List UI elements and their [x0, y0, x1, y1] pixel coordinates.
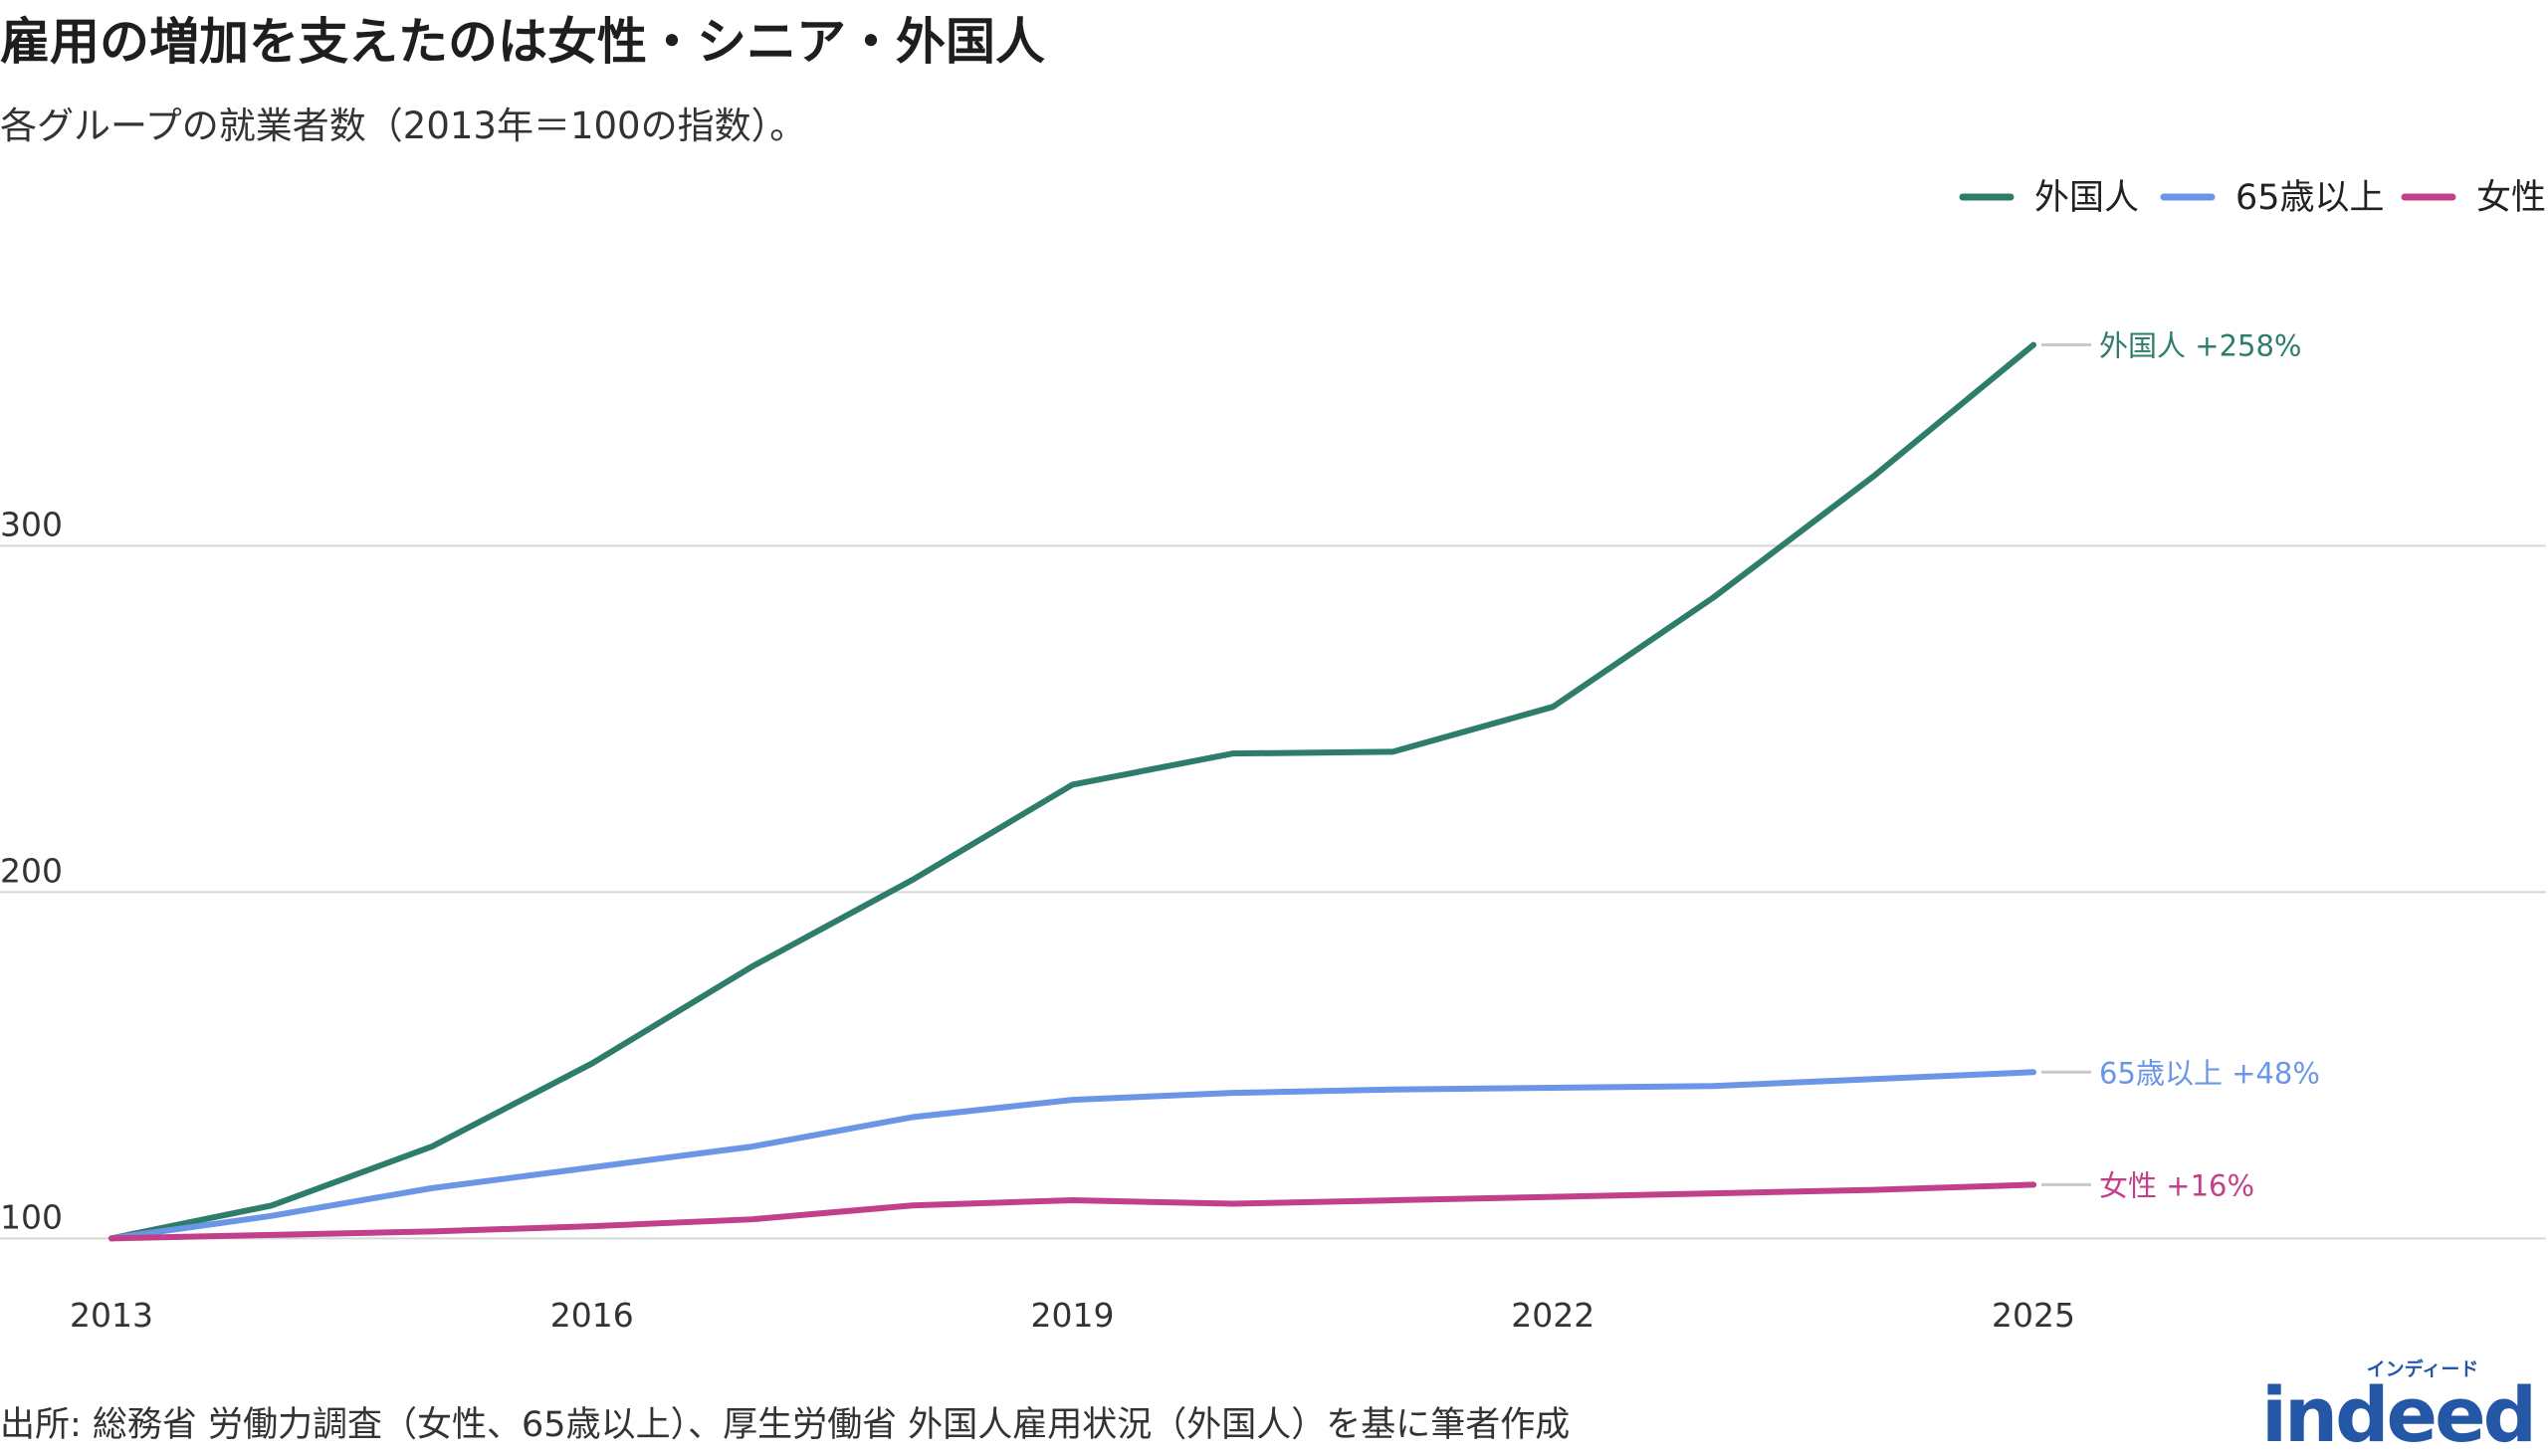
x-tick-label: 2025	[1992, 1296, 2075, 1335]
series-end-label: 女性 +16%	[2099, 1168, 2254, 1202]
x-tick-label: 2013	[70, 1296, 153, 1335]
legend-label: 65歳以上	[2235, 178, 2385, 218]
chart-subtitle: 各グループの就業者数（2013年＝100の指数）。	[0, 104, 807, 147]
x-tick-label: 2022	[1511, 1296, 1594, 1335]
legend-label: 外国人	[2034, 178, 2139, 218]
logo-wordmark: indeed	[2261, 1370, 2534, 1453]
y-tick-label: 100	[0, 1197, 63, 1236]
series-end-label: 65歳以上 +48%	[2099, 1056, 2320, 1090]
series-line	[108, 341, 2037, 1242]
y-tick-label: 300	[0, 505, 63, 543]
source-note: 出所: 総務省 労働力調査（女性、65歳以上）、厚生労働省 外国人雇用状況（外国…	[0, 1405, 1571, 1445]
chart-title: 雇用の増加を支えたのは女性・シニア・外国人	[0, 13, 1045, 71]
x-tick-label: 2019	[1031, 1296, 1115, 1335]
y-tick-label: 200	[0, 851, 63, 890]
legend-label: 女性	[2476, 178, 2546, 218]
x-tick-label: 2016	[550, 1296, 634, 1335]
series-line	[108, 1069, 2037, 1242]
series-end-label: 外国人 +258%	[2099, 329, 2301, 363]
line-chart: 100 200 300 2013 2016 2019 2022 2025 外国人 +258% 65…	[0, 178, 2546, 1335]
series-line	[108, 1181, 2037, 1242]
logo-kana: インディード	[2367, 1357, 2479, 1380]
indeed-logo: インディード indeed	[2261, 1357, 2537, 1453]
